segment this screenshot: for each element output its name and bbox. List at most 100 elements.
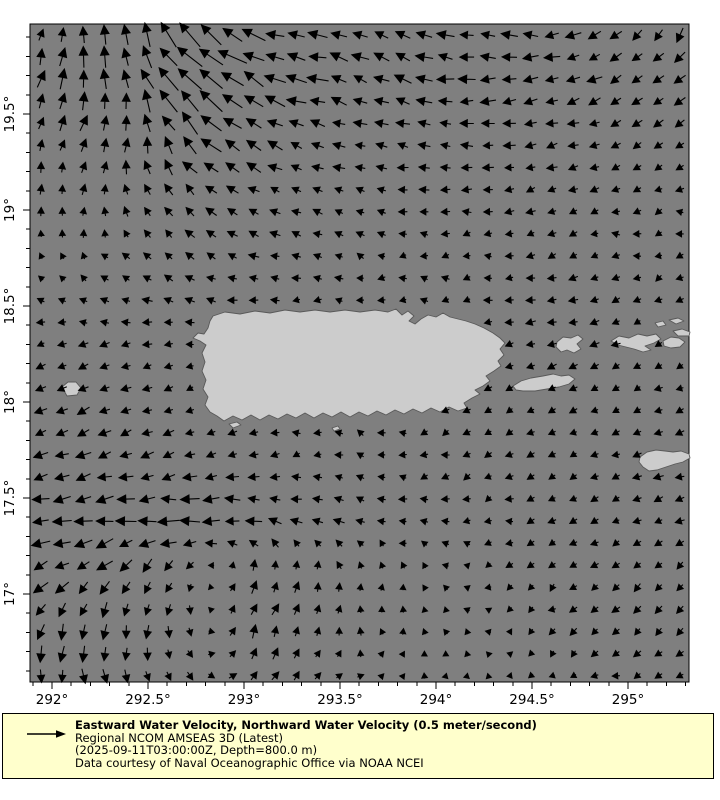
velocity-arrow [398,274,407,283]
velocity-arrow [542,52,561,62]
velocity-arrow [526,561,535,569]
velocity-arrow [544,30,559,40]
velocity-arrow [292,581,301,593]
velocity-arrow [33,472,48,481]
velocity-arrow [397,207,408,216]
velocity-arrow [547,605,556,613]
velocity-arrow [546,340,557,348]
velocity-arrow [674,51,686,63]
velocity-arrow [165,604,174,617]
velocity-arrow [373,119,389,128]
velocity-arrow [422,561,429,570]
velocity-arrow [36,297,45,305]
velocity-arrow [184,318,195,327]
velocity-arrow [248,539,259,548]
velocity-arrow [36,93,46,109]
velocity-arrow [142,88,152,113]
island-puerto-rico [192,308,506,422]
velocity-arrow [631,75,643,84]
velocity-arrow [355,474,365,482]
velocity-arrow [441,672,449,680]
velocity-arrow [633,406,642,414]
island-virgin-gorda [668,317,685,325]
velocity-arrow [566,119,580,128]
velocity-arrow [464,650,472,658]
velocity-arrow [443,628,451,636]
velocity-arrow [544,74,559,84]
velocity-arrow [207,561,215,569]
velocity-arrow [143,229,152,238]
velocity-arrow [356,252,365,261]
velocity-arrow [504,229,514,238]
velocity-arrow [588,119,600,127]
velocity-arrow [632,29,643,41]
velocity-arrow [676,362,684,370]
velocity-arrow [548,561,556,569]
velocity-arrow [546,295,557,304]
y-tick-label: 18° [2,390,18,414]
velocity-arrow [184,428,195,437]
velocity-arrow [502,141,516,150]
legend-dataset: Regional NCOM AMSEAS 3D (Latest) [75,730,284,745]
velocity-arrow [164,626,173,639]
velocity-arrow [675,671,684,679]
velocity-arrow [34,428,47,436]
velocity-arrow [100,92,110,109]
velocity-arrow [226,230,238,239]
velocity-arrow [414,52,434,62]
velocity-arrow [611,450,621,459]
velocity-arrow [227,428,238,436]
velocity-arrow [334,297,343,305]
velocity-arrow [119,384,132,393]
velocity-arrow [675,230,684,238]
velocity-arrow [185,206,195,217]
velocity-arrow [36,116,45,130]
velocity-arrow [141,406,153,415]
velocity-arrow [79,603,88,617]
velocity-arrow [526,428,535,436]
velocity-arrow [419,230,429,239]
velocity-arrow [522,30,539,40]
velocity-arrow [35,604,46,616]
velocity-arrow [285,73,307,84]
velocity-arrow [100,275,109,283]
velocity-arrow [632,229,642,238]
velocity-arrow [376,208,386,217]
velocity-arrow [415,30,433,40]
velocity-arrow [590,605,599,614]
velocity-arrow [163,384,174,392]
velocity-arrow [100,624,110,641]
velocity-arrow [355,230,365,239]
velocity-arrow [97,428,112,437]
velocity-arrow [378,605,386,613]
velocity-arrow [547,185,557,193]
velocity-arrow [590,671,599,679]
velocity-arrow [463,562,471,570]
velocity-arrow [376,428,386,437]
velocity-arrow [264,95,286,108]
velocity-arrow [208,627,216,635]
velocity-arrow [611,251,620,259]
velocity-arrow [158,66,179,91]
velocity-arrow [589,472,599,481]
velocity-arrow [163,297,174,305]
velocity-arrow [394,118,411,128]
velocity-arrow [611,428,620,436]
velocity-arrow [674,494,685,503]
velocity-arrow [459,96,474,106]
velocity-arrow [462,428,471,436]
velocity-arrow [225,185,239,194]
velocity-arrow [270,186,280,195]
velocity-arrow [676,605,685,614]
velocity-arrow [100,115,110,131]
velocity-arrow [569,627,578,636]
x-tick-label: 294° [420,692,453,708]
velocity-arrow [654,583,663,592]
velocity-arrow [330,74,347,84]
velocity-arrow [228,604,236,614]
velocity-arrow [55,406,68,415]
velocity-arrow [227,208,238,217]
velocity-arrow [547,450,556,458]
velocity-arrow [654,185,663,193]
velocity-arrow [356,452,365,460]
